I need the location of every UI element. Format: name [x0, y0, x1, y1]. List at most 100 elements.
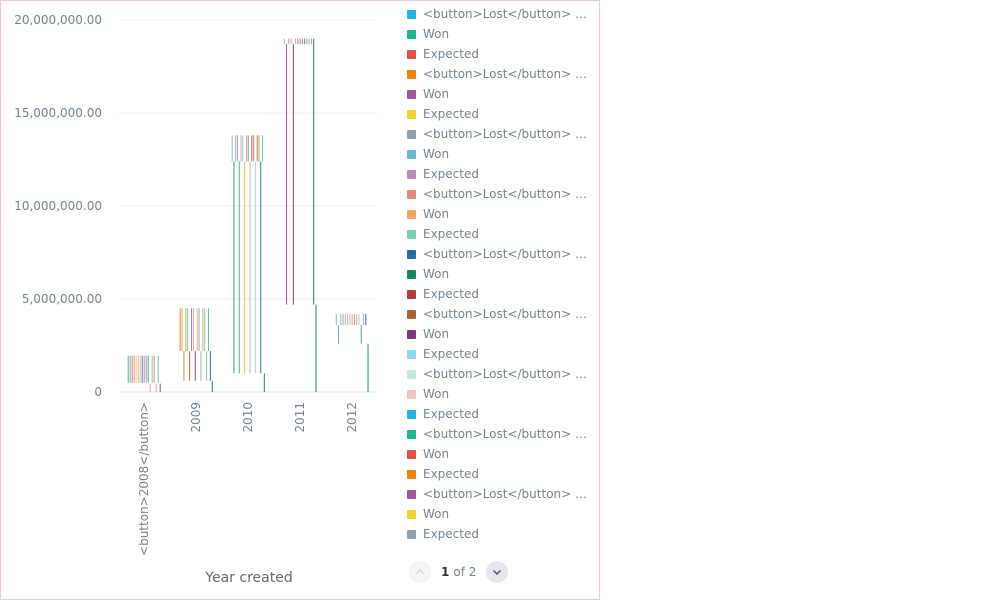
bar[interactable] — [185, 308, 187, 352]
legend-item[interactable]: <button>Lost</button> … — [407, 364, 597, 384]
legend-item[interactable]: Won — [407, 24, 597, 44]
bar[interactable] — [245, 135, 247, 162]
bar[interactable] — [256, 135, 258, 162]
bar[interactable] — [251, 135, 253, 162]
bar[interactable] — [262, 135, 264, 162]
bar[interactable] — [187, 308, 189, 352]
legend-item[interactable]: Expected — [407, 104, 597, 124]
bar[interactable] — [351, 313, 353, 326]
bar[interactable] — [295, 38, 297, 45]
bar[interactable] — [147, 355, 149, 383]
bar[interactable] — [247, 135, 249, 162]
bar[interactable] — [149, 383, 151, 392]
legend-item[interactable]: Won — [407, 324, 597, 344]
bar[interactable] — [260, 161, 262, 374]
legend-item[interactable]: <button>Lost</button> … — [407, 244, 597, 264]
bar[interactable] — [236, 135, 238, 162]
legend-item[interactable]: <button>Lost</button> … — [407, 64, 597, 84]
bar[interactable] — [179, 308, 181, 352]
pager-prev-button[interactable] — [409, 561, 431, 583]
bar[interactable] — [139, 355, 141, 383]
bar[interactable] — [313, 38, 315, 305]
bar[interactable] — [143, 355, 145, 383]
bar[interactable] — [342, 313, 344, 326]
bar[interactable] — [235, 135, 237, 162]
bar[interactable] — [211, 380, 213, 392]
legend-item[interactable]: Expected — [407, 524, 597, 544]
bar[interactable] — [306, 38, 308, 45]
bar[interactable] — [155, 383, 157, 392]
bar[interactable] — [196, 308, 198, 352]
bar[interactable] — [258, 135, 260, 162]
bar[interactable] — [249, 161, 251, 374]
legend-item[interactable]: <button>Lost</button> … — [407, 484, 597, 504]
bar[interactable] — [299, 38, 301, 45]
bar[interactable] — [231, 135, 233, 162]
bar[interactable] — [286, 44, 288, 305]
bar[interactable] — [290, 38, 292, 45]
bar[interactable] — [151, 355, 153, 383]
bar[interactable] — [131, 355, 133, 383]
bar[interactable] — [133, 355, 135, 383]
bar[interactable] — [137, 355, 139, 383]
bar[interactable] — [145, 355, 147, 383]
legend-item[interactable]: Expected — [407, 464, 597, 484]
bar[interactable] — [233, 161, 235, 374]
legend-item[interactable]: Won — [407, 144, 597, 164]
bar[interactable] — [240, 135, 242, 162]
legend-item[interactable]: Expected — [407, 344, 597, 364]
bar[interactable] — [181, 308, 183, 352]
legend-item[interactable]: Expected — [407, 44, 597, 64]
bar[interactable] — [365, 313, 367, 326]
bar[interactable] — [338, 325, 340, 344]
bar[interactable] — [315, 304, 317, 392]
bar[interactable] — [347, 313, 349, 326]
bar[interactable] — [189, 351, 191, 381]
legend-item[interactable]: Won — [407, 504, 597, 524]
bar[interactable] — [367, 343, 369, 392]
bar[interactable] — [242, 135, 244, 162]
legend-item[interactable]: <button>Lost</button> … — [407, 124, 597, 144]
legend-item[interactable]: <button>Lost</button> … — [407, 184, 597, 204]
bar[interactable] — [194, 351, 196, 381]
bar[interactable] — [141, 355, 143, 383]
legend-item[interactable]: Expected — [407, 284, 597, 304]
bar[interactable] — [308, 38, 310, 45]
bar[interactable] — [192, 308, 194, 352]
legend-item[interactable]: Won — [407, 264, 597, 284]
bar[interactable] — [288, 38, 290, 45]
bar[interactable] — [253, 135, 255, 162]
bar[interactable] — [157, 355, 159, 383]
legend-item[interactable]: Expected — [407, 224, 597, 244]
bar[interactable] — [198, 308, 200, 352]
legend-item[interactable]: Expected — [407, 164, 597, 184]
bar[interactable] — [190, 308, 192, 352]
bar[interactable] — [301, 38, 303, 45]
legend-item[interactable]: Won — [407, 444, 597, 464]
bar[interactable] — [129, 355, 131, 383]
bar[interactable] — [238, 161, 240, 374]
bar[interactable] — [204, 308, 206, 352]
bar[interactable] — [254, 161, 256, 374]
bar[interactable] — [310, 38, 312, 45]
bar[interactable] — [353, 313, 355, 326]
bar[interactable] — [183, 351, 185, 381]
legend-item[interactable]: Won — [407, 84, 597, 104]
bar[interactable] — [340, 313, 342, 326]
bar[interactable] — [304, 38, 306, 45]
legend-item[interactable]: <button>Lost</button> … — [407, 4, 597, 24]
pager-next-button[interactable] — [486, 561, 509, 583]
bar[interactable] — [206, 351, 208, 381]
bar[interactable] — [358, 313, 360, 326]
bar[interactable] — [244, 161, 246, 374]
legend-item[interactable]: Won — [407, 204, 597, 224]
bar[interactable] — [283, 38, 285, 45]
legend-item[interactable]: Won — [407, 384, 597, 404]
bar[interactable] — [349, 313, 351, 326]
legend-item[interactable]: <button>Lost</button> … — [407, 424, 597, 444]
bar[interactable] — [297, 38, 299, 45]
legend-item[interactable]: Expected — [407, 404, 597, 424]
bar[interactable] — [153, 355, 155, 383]
bar[interactable] — [360, 325, 362, 344]
bar[interactable] — [127, 355, 129, 383]
